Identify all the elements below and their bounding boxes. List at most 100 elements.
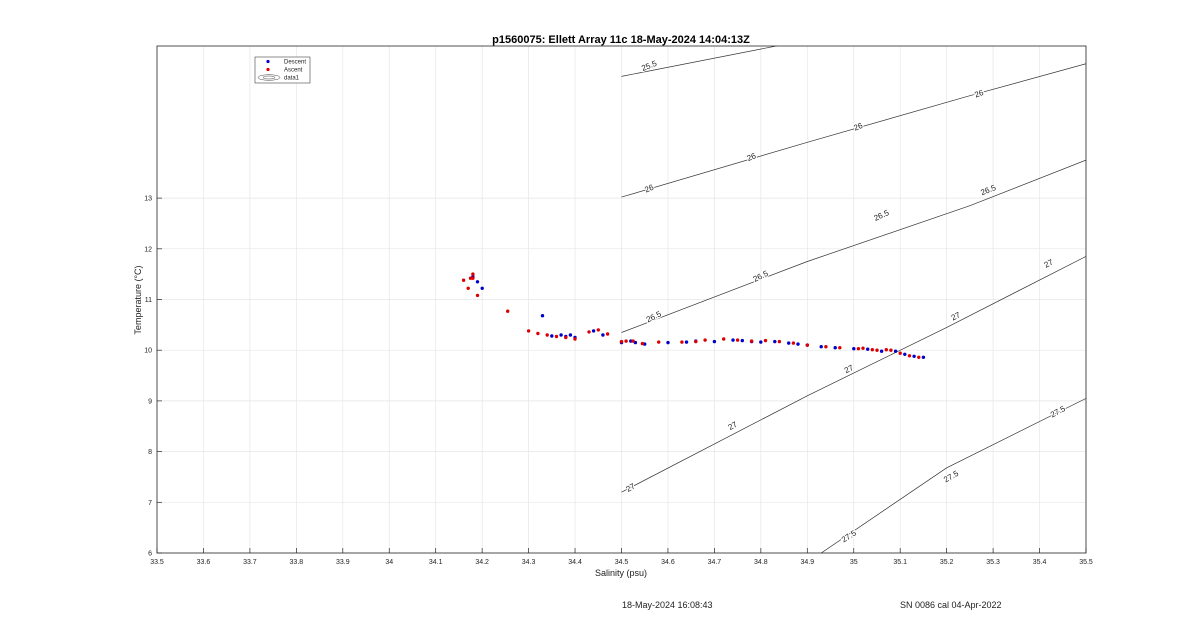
- x-tick-label: 35.1: [893, 559, 907, 566]
- ascent-point: [694, 339, 698, 344]
- ascent-point: [506, 309, 510, 313]
- x-tick-label: 35.4: [1033, 559, 1047, 566]
- legend-contour-icon: [257, 74, 281, 81]
- descent-point: [740, 338, 744, 343]
- x-tick-label: 34.7: [708, 559, 722, 566]
- ascent-point: [573, 337, 577, 341]
- legend-box: [254, 56, 311, 84]
- x-tick-label: 34.5: [615, 559, 629, 566]
- ascent-point: [468, 276, 473, 280]
- y-tick-label: 9: [148, 398, 152, 405]
- y-axis-label: Temperature (°C): [133, 265, 143, 334]
- x-tick-label: 34.9: [800, 559, 814, 566]
- ascent-point: [838, 346, 842, 350]
- descent-point: [712, 339, 717, 344]
- descent-point: [796, 342, 800, 346]
- ascent-point: [545, 333, 549, 337]
- y-tick-label: 8: [148, 449, 152, 456]
- ascent-point: [536, 331, 540, 336]
- descent-point: [684, 340, 689, 344]
- descent-point: [852, 347, 856, 351]
- descent-point: [819, 345, 823, 349]
- ascent-point: [722, 337, 726, 341]
- ascent-point: [749, 339, 754, 343]
- x-tick-label: 33.7: [243, 559, 257, 566]
- x-axis: 33.5 33.6 33.7 33.8 33.9 34 34.1 34.2 34.3 34.4 34…: [150, 548, 1093, 566]
- legend-descent-label: Descent: [284, 60, 306, 66]
- ascent-point: [471, 272, 475, 276]
- x-tick-label: 34.3: [522, 559, 536, 566]
- descent-point: [912, 354, 916, 358]
- y-tick-label: 13: [144, 196, 152, 203]
- chart-title: p1560075: Ellett Array 11c 18-May-2024 1…: [492, 34, 750, 46]
- ascent-point: [777, 339, 782, 344]
- ascent-point: [889, 348, 893, 352]
- ascent-point: [824, 345, 828, 349]
- y-tick-label: 12: [144, 246, 152, 253]
- isopycnal-line-25.5: [621, 46, 779, 77]
- legend: Descent Ascent data1: [254, 56, 311, 84]
- ascent-point: [587, 330, 591, 334]
- x-tick-label: 33.6: [197, 559, 211, 566]
- ascent-point: [657, 340, 661, 344]
- ascent-point: [471, 276, 475, 280]
- ascent-point: [631, 339, 635, 343]
- descent-point: [773, 339, 777, 344]
- descent-point: [540, 314, 545, 318]
- ascent-point: [526, 329, 531, 333]
- ascent-point: [564, 335, 568, 340]
- ascent-point: [596, 328, 600, 332]
- ascent-point: [466, 286, 470, 290]
- descent-point: [568, 333, 573, 337]
- ascent-point: [917, 355, 921, 359]
- ascent-point: [805, 343, 809, 347]
- legend-ascent-marker: [266, 67, 270, 72]
- x-tick-label: 35.5: [1079, 559, 1093, 566]
- descent-point: [866, 347, 870, 351]
- descent-point: [559, 333, 563, 337]
- footer-datetime: 18-May-2024 16:08:43: [622, 600, 713, 610]
- ascent-point: [791, 341, 796, 345]
- ascent-point: [884, 348, 888, 352]
- x-tick-label: 34.8: [754, 559, 768, 566]
- legend-descent-marker: [266, 59, 270, 64]
- ascent-point: [605, 332, 610, 336]
- x-tick-label: 34.6: [661, 559, 675, 566]
- ascent-point: [763, 338, 768, 343]
- y-tick-label: 10: [144, 348, 152, 355]
- x-tick-label: 34.4: [568, 559, 582, 566]
- x-tick-label: 33.5: [150, 559, 164, 566]
- x-tick-label: 34: [385, 559, 393, 566]
- isopycnal-line-27: [621, 256, 1086, 493]
- footer-calibration: SN 0086 cal 04-Apr-2022: [900, 600, 1002, 610]
- isopycnal-line-26.5: [621, 159, 1086, 333]
- legend-data1-label: data1: [284, 76, 300, 82]
- descent-point: [921, 355, 926, 359]
- descent-point: [591, 329, 596, 333]
- x-axis-label: Salinity (psu): [595, 568, 647, 578]
- descent-point: [475, 280, 480, 284]
- descent-point: [893, 349, 898, 353]
- ascent-point: [461, 278, 466, 282]
- x-tick-label: 33.8: [290, 559, 304, 566]
- y-tick-label: 11: [145, 297, 152, 304]
- ascent-point: [475, 293, 480, 298]
- ascent-point: [703, 338, 707, 342]
- ascent-point: [619, 339, 624, 344]
- ascent-point: [875, 348, 879, 352]
- y-tick-label: 6: [148, 551, 152, 558]
- x-tick-label: 35: [850, 559, 858, 566]
- descent-point: [759, 340, 763, 344]
- y-tick-label: 7: [148, 500, 152, 507]
- descent-point: [903, 352, 907, 356]
- ascent-point: [856, 347, 861, 351]
- data-points: [461, 272, 926, 359]
- ascent-point: [554, 334, 559, 339]
- descent-point: [550, 334, 554, 338]
- ascent-point: [624, 339, 628, 343]
- x-tick-label: 35.2: [940, 559, 954, 566]
- ascent-point: [861, 346, 865, 350]
- descent-point: [601, 333, 605, 337]
- ascent-point: [898, 351, 902, 355]
